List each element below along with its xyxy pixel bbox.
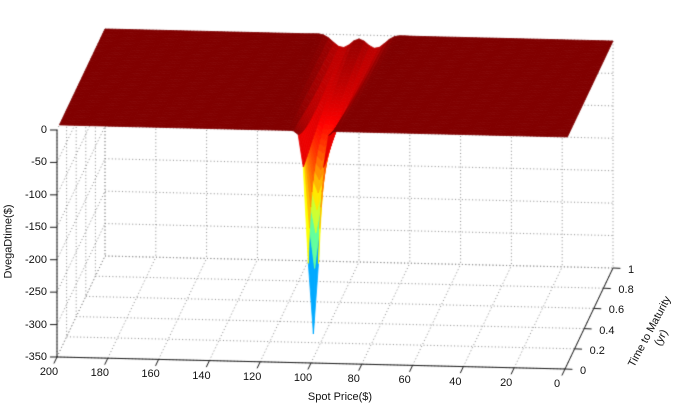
surface-plot-canvas <box>0 0 684 420</box>
dvegadtime-surface-figure: DvegaDtime($) Spot Price($) Time to Matu… <box>0 0 684 420</box>
